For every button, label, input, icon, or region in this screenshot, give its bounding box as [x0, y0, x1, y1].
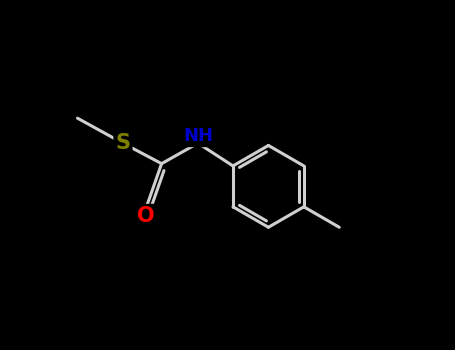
Text: O: O	[137, 206, 155, 226]
Text: NH: NH	[183, 127, 213, 145]
Text: S: S	[116, 133, 131, 153]
